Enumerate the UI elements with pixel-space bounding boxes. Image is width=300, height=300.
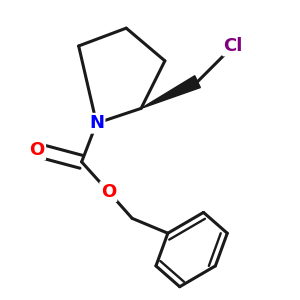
Text: Cl: Cl xyxy=(224,37,243,55)
Text: N: N xyxy=(89,114,104,132)
Polygon shape xyxy=(141,76,200,108)
Text: O: O xyxy=(101,183,116,201)
Text: O: O xyxy=(29,141,45,159)
